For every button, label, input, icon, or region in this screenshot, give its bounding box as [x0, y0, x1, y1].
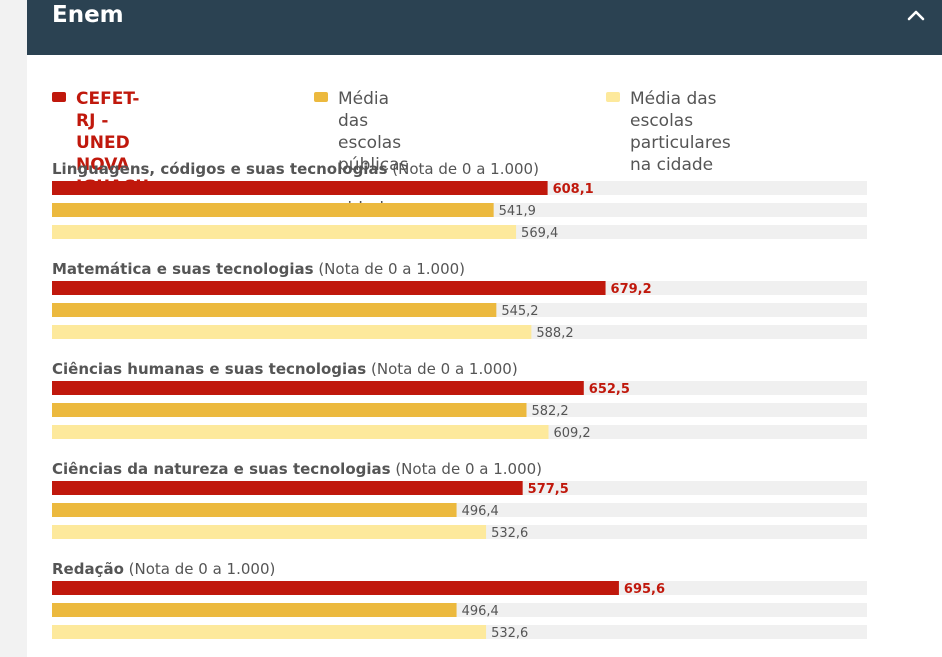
legend-line: CEFET-RJ - UNED NOVA — [76, 89, 140, 175]
bar-school — [52, 381, 584, 395]
bar-public — [52, 203, 494, 217]
legend-line: Média das escolas particulares — [630, 89, 731, 153]
data-label: 679,2 — [611, 282, 652, 297]
data-label: 545,2 — [501, 304, 538, 319]
legend-swatch-public — [314, 92, 328, 102]
data-label: 609,2 — [553, 426, 590, 441]
bar-public — [52, 503, 457, 517]
group-title: Linguagens, códigos e suas tecnologias (… — [52, 160, 539, 178]
bar-school — [52, 481, 523, 495]
section-title: Enem — [52, 2, 124, 28]
group-title-strong: Ciências humanas e suas tecnologias — [52, 360, 366, 378]
bar-public — [52, 603, 457, 617]
chevron-up-icon[interactable] — [904, 4, 928, 28]
legend-label-private: Média das escolas particulares na cidade — [630, 88, 731, 176]
legend-swatch-private — [606, 92, 620, 102]
bar-public — [52, 303, 497, 317]
data-label: 541,9 — [499, 204, 536, 219]
bar-school — [52, 581, 619, 595]
bar-private — [52, 225, 517, 239]
group-title: Ciências da natureza e suas tecnologias … — [52, 460, 542, 478]
group-title-note: (Nota de 0 a 1.000) — [366, 360, 517, 378]
enem-card: Enem CEFET-RJ - UNED NOVA IGUACU Média d… — [27, 0, 942, 657]
group-title-strong: Linguagens, códigos e suas tecnologias — [52, 160, 388, 178]
data-label: 496,4 — [462, 504, 499, 519]
data-label: 582,2 — [531, 404, 568, 419]
enem-header[interactable]: Enem — [27, 0, 942, 55]
data-label: 577,5 — [528, 482, 569, 497]
data-label: 496,4 — [462, 604, 499, 619]
data-label: 608,1 — [553, 182, 594, 197]
bar-public — [52, 403, 527, 417]
data-label: 695,6 — [624, 582, 665, 597]
group-title-note: (Nota de 0 a 1.000) — [314, 260, 465, 278]
group-title: Matemática e suas tecnologias (Nota de 0… — [52, 260, 465, 278]
group-title-note: (Nota de 0 a 1.000) — [388, 160, 539, 178]
group-title-strong: Matemática e suas tecnologias — [52, 260, 314, 278]
legend-swatch-school — [52, 92, 66, 102]
bar-private — [52, 525, 487, 539]
legend-line: Média das escolas públicas — [338, 89, 409, 175]
data-label: 569,4 — [521, 226, 558, 241]
bar-private — [52, 425, 549, 439]
bar-school — [52, 181, 548, 195]
bar-school — [52, 281, 606, 295]
group-title-note: (Nota de 0 a 1.000) — [124, 560, 275, 578]
group-title-strong: Ciências da natureza e suas tecnologias — [52, 460, 391, 478]
data-label: 588,2 — [536, 326, 573, 341]
bar-private — [52, 325, 532, 339]
group-title-strong: Redação — [52, 560, 124, 578]
bar-private — [52, 625, 487, 639]
group-title: Ciências humanas e suas tecnologias (Not… — [52, 360, 518, 378]
group-title-note: (Nota de 0 a 1.000) — [391, 460, 542, 478]
data-label: 652,5 — [589, 382, 630, 397]
group-title: Redação (Nota de 0 a 1.000) — [52, 560, 275, 578]
enem-bar-chart: Linguagens, códigos e suas tecnologias (… — [52, 160, 867, 641]
data-label: 532,6 — [491, 526, 528, 541]
data-label: 532,6 — [491, 626, 528, 641]
legend-line: na cidade — [630, 155, 714, 175]
